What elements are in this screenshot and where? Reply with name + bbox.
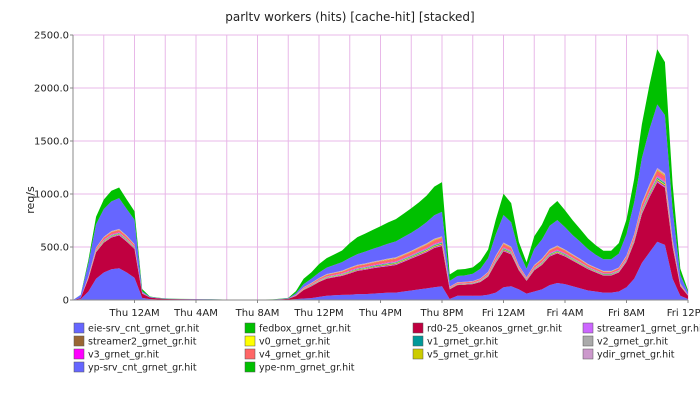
x-tick-label-6: Fri 12AM: [482, 308, 525, 319]
legend-label-8: v3_grnet_gr.hit: [88, 350, 159, 361]
y-tick-label-3: 1500.0: [34, 137, 69, 148]
legend-label-5: v0_grnet_gr.hit: [259, 337, 330, 348]
area-series-3: [73, 181, 688, 300]
legend-swatch-6: [412, 335, 424, 347]
x-tick-label-3: Thu 12PM: [293, 308, 343, 319]
legend-label-0: eie-srv_cnt_grnet_gr.hit: [88, 324, 200, 335]
x-tick-label-0: Thu 12AM: [108, 308, 159, 319]
y-tick-label-2: 1000.0: [34, 190, 69, 201]
area-series-12: [73, 104, 688, 300]
legend-swatch-5: [244, 335, 256, 347]
legend-label-1: fedbox_grnet_gr.hit: [259, 324, 351, 335]
area-series-2: [73, 182, 688, 300]
x-tick-label-1: Thu 4AM: [173, 308, 218, 319]
legend-swatch-13: [244, 361, 256, 373]
y-tick-label-0: 0: [63, 296, 69, 307]
legend-label-2: rd0-25_okeanos_grnet_gr.hit: [427, 324, 562, 335]
legend-swatch-12: [73, 361, 85, 373]
legend-swatch-2: [412, 322, 424, 334]
y-tick-label-4: 2000.0: [34, 84, 69, 95]
legend-swatch-10: [412, 348, 424, 360]
area-series-0: [73, 241, 688, 300]
legend-swatch-1: [244, 322, 256, 334]
x-tick-label-9: Fri 12PM: [667, 308, 700, 319]
x-tick-label-8: Fri 8AM: [608, 308, 645, 319]
x-tick-label-2: Thu 8AM: [235, 308, 280, 319]
legend-swatch-7: [582, 335, 594, 347]
legend-swatch-9: [244, 348, 256, 360]
legend-label-9: v4_grnet_gr.hit: [259, 350, 330, 361]
legend-label-10: v5_grnet_gr.hit: [427, 350, 498, 361]
legend-label-4: streamer2_grnet_gr.hit: [88, 337, 197, 348]
y-tick-label-1: 500.0: [40, 243, 69, 254]
legend-swatch-3: [582, 322, 594, 334]
x-tick-label-5: Thu 8PM: [420, 308, 464, 319]
y-tick-label-5: 2500.0: [34, 31, 69, 42]
area-series-9: [73, 170, 688, 300]
series-areas: [73, 49, 688, 301]
area-series-13: [73, 49, 688, 301]
legend-swatch-0: [73, 322, 85, 334]
legend-label-12: yp-srv_cnt_grnet_gr.hit: [88, 363, 197, 374]
y-axis-ticks: 0 500.0 1000.0 1500.0 2000.0 2500.0: [34, 31, 73, 307]
legend-label-13: ype-nm_grnet_gr.hit: [259, 363, 355, 374]
x-tick-label-7: Fri 4AM: [547, 308, 584, 319]
x-axis-ticks: Thu 12AM Thu 4AM Thu 8AM Thu 12PM Thu 4PM Thu…: [108, 300, 700, 319]
legend-label-6: v1_grnet_gr.hit: [427, 337, 498, 348]
legend-label-7: v2_grnet_gr.hit: [597, 337, 668, 348]
x-tick-label-4: Thu 4PM: [358, 308, 402, 319]
legend-label-11: ydir_grnet_gr.hit: [597, 350, 675, 361]
legend-swatch-8: [73, 348, 85, 360]
chart-title: parltv workers (hits) [cache-hit] [stack…: [225, 10, 474, 24]
legend-swatch-11: [582, 348, 594, 360]
legend: eie-srv_cnt_grnet_gr.hit fedbox_grnet_gr.…: [73, 322, 700, 374]
y-axis-label: req/s: [24, 186, 37, 214]
legend-swatch-4: [73, 335, 85, 347]
legend-label-3: streamer1_grnet_gr.hit: [597, 324, 700, 335]
